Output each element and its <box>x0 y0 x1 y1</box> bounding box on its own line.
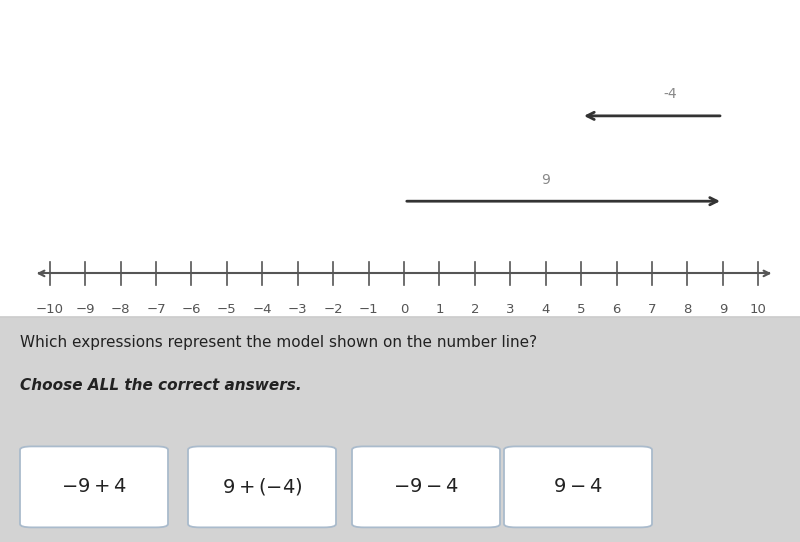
Text: 1: 1 <box>435 303 444 316</box>
FancyBboxPatch shape <box>20 447 168 527</box>
Text: −1: −1 <box>358 303 378 316</box>
Bar <box>0 0 800 317</box>
Text: −3: −3 <box>288 303 307 316</box>
Text: 9: 9 <box>718 303 727 316</box>
Text: 2: 2 <box>470 303 479 316</box>
Text: −4: −4 <box>253 303 272 316</box>
Text: −2: −2 <box>323 303 343 316</box>
Text: −9: −9 <box>75 303 95 316</box>
Text: −6: −6 <box>182 303 201 316</box>
Bar <box>0 317 800 542</box>
Text: $9-4$: $9-4$ <box>553 478 603 496</box>
FancyBboxPatch shape <box>188 447 336 527</box>
FancyBboxPatch shape <box>352 447 500 527</box>
Text: 10: 10 <box>750 303 766 316</box>
Text: −7: −7 <box>146 303 166 316</box>
Text: 3: 3 <box>506 303 514 316</box>
Text: 6: 6 <box>612 303 621 316</box>
FancyBboxPatch shape <box>504 447 652 527</box>
Text: Which expressions represent the model shown on the number line?: Which expressions represent the model sh… <box>20 335 537 350</box>
Text: −10: −10 <box>36 303 64 316</box>
Text: $9+(-4)$: $9+(-4)$ <box>222 476 302 498</box>
Text: −8: −8 <box>111 303 130 316</box>
Text: 0: 0 <box>400 303 408 316</box>
Text: 4: 4 <box>542 303 550 316</box>
Text: −5: −5 <box>217 303 237 316</box>
Text: 9: 9 <box>542 173 550 187</box>
Text: Choose ALL the correct answers.: Choose ALL the correct answers. <box>20 378 302 393</box>
Text: 8: 8 <box>683 303 692 316</box>
Text: 7: 7 <box>648 303 656 316</box>
Text: 5: 5 <box>577 303 586 316</box>
Text: $-9-4$: $-9-4$ <box>393 478 459 496</box>
Text: -4: -4 <box>663 87 677 101</box>
Text: $-9+4$: $-9+4$ <box>61 478 127 496</box>
